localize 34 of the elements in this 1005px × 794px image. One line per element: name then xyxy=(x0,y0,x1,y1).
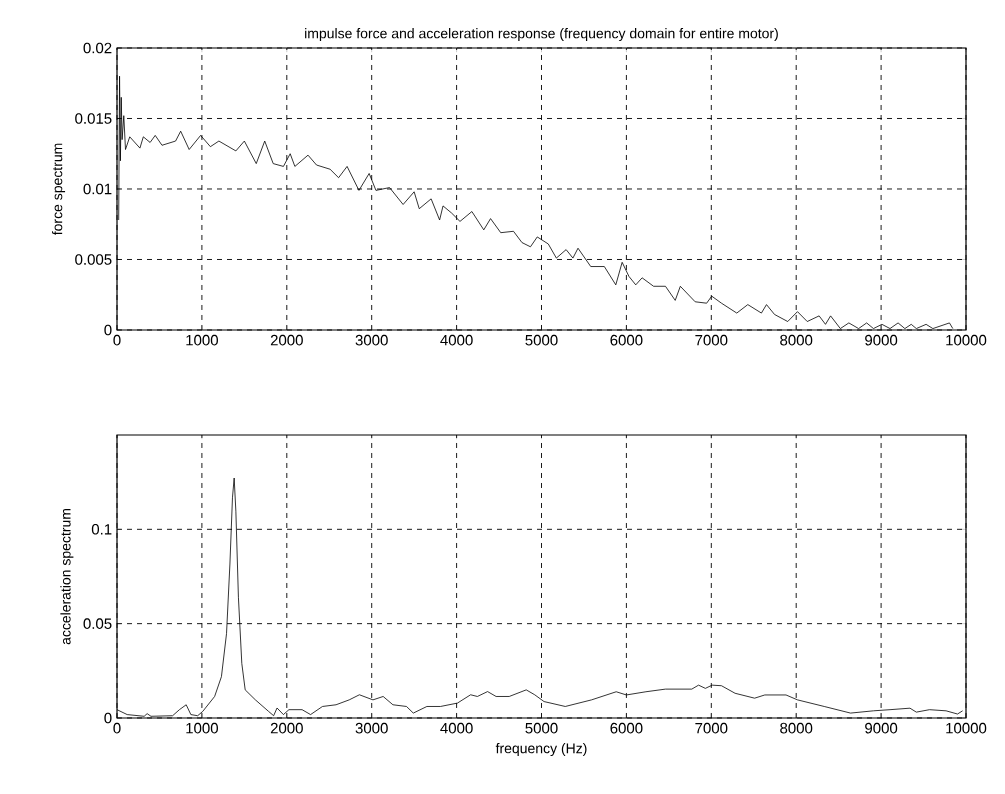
y-tick-label: 0.015 xyxy=(75,113,112,124)
x-tick-label: 8000 xyxy=(780,722,813,734)
x-tick-label: 2000 xyxy=(270,722,303,734)
x-tick-label: 7000 xyxy=(695,722,728,734)
y-axis-title: acceleration spectrum xyxy=(60,508,74,645)
x-tick-label: 1000 xyxy=(186,334,218,346)
x-axis-title: frequency (Hz) xyxy=(495,743,587,757)
x-tick-label: 2000 xyxy=(270,334,303,346)
y-tick-label: 0.02 xyxy=(83,42,112,54)
x-tick-label: 3000 xyxy=(355,722,388,734)
x-tick-label: 6000 xyxy=(610,334,643,346)
y-tick-label: 0.005 xyxy=(75,254,112,265)
x-tick-label: 7000 xyxy=(695,334,728,346)
x-tick-label: 8000 xyxy=(780,334,813,346)
x-tick-label: 10000 xyxy=(946,722,987,734)
x-tick-label: 9000 xyxy=(865,334,898,346)
x-tick-label: 9000 xyxy=(865,722,898,734)
x-tick-label: 5000 xyxy=(525,334,558,346)
x-tick-label: 0 xyxy=(113,722,121,734)
y-tick-label: 0.05 xyxy=(83,618,112,629)
chart-title: impulse force and acceleration response (frequency domain for entire motor) xyxy=(305,28,778,42)
y-tick-label: 0.1 xyxy=(91,524,112,535)
x-tick-label: 4000 xyxy=(440,334,473,346)
x-tick-label: 5000 xyxy=(525,722,558,734)
x-tick-label: 6000 xyxy=(610,722,643,734)
x-tick-label: 0 xyxy=(113,334,121,346)
y-axis-title: force spectrum xyxy=(52,143,66,236)
y-tick-label: 0 xyxy=(104,324,112,336)
x-tick-label: 1000 xyxy=(186,722,218,734)
y-tick-label: 0.01 xyxy=(83,183,112,195)
x-tick-label: 3000 xyxy=(355,334,388,346)
y-tick-label: 0 xyxy=(104,712,112,724)
x-tick-label: 4000 xyxy=(440,722,473,734)
x-tick-label: 10000 xyxy=(946,334,987,346)
